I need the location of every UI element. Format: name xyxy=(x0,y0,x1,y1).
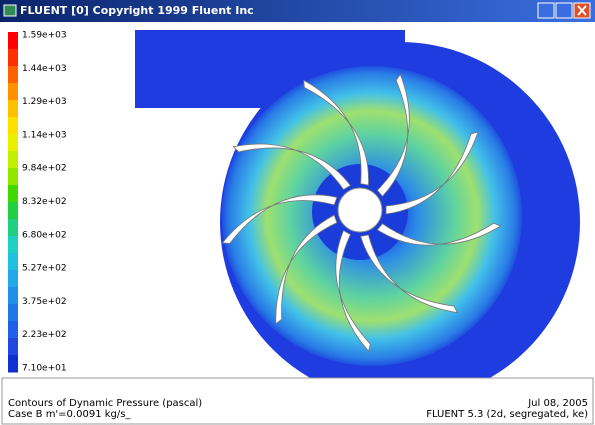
legend-label: 1.59e+03 xyxy=(22,31,67,41)
window-title: FLUENT [0] Copyright 1999 Fluent Inc xyxy=(20,4,254,17)
legend-label: 1.29e+03 xyxy=(22,97,67,107)
color-swatch xyxy=(8,253,18,271)
legend-label: 5.27e+02 xyxy=(22,264,67,274)
color-swatch xyxy=(8,219,18,237)
color-swatch xyxy=(8,185,18,203)
footer-right-line: Jul 08, 2005 xyxy=(527,398,588,409)
legend-label: 9.84e+02 xyxy=(22,164,67,174)
minimize-button[interactable] xyxy=(538,3,554,18)
app-icon xyxy=(4,5,16,16)
color-swatch xyxy=(8,355,18,373)
legend-label: 8.32e+02 xyxy=(22,197,67,207)
legend-label: 7.10e+01 xyxy=(22,364,67,374)
color-swatch xyxy=(8,83,18,101)
legend-label: 6.80e+02 xyxy=(22,230,67,240)
window-canvas: FLUENT [0] Copyright 1999 Fluent Inc 1.5… xyxy=(0,0,595,425)
color-swatch xyxy=(8,32,18,50)
color-swatch xyxy=(8,236,18,254)
legend-label: 3.75e+02 xyxy=(22,297,67,307)
maximize-button[interactable] xyxy=(556,3,572,18)
color-swatch xyxy=(8,49,18,67)
color-swatch xyxy=(8,134,18,152)
legend-label: 1.44e+03 xyxy=(22,64,67,74)
color-bar xyxy=(8,32,18,373)
contour-plot xyxy=(135,30,580,402)
color-swatch xyxy=(8,168,18,186)
fluent-window: FLUENT [0] Copyright 1999 Fluent Inc 1.5… xyxy=(0,0,595,425)
color-swatch xyxy=(8,117,18,135)
legend-labels: 1.59e+03 1.44e+03 1.29e+03 1.14e+03 9.84e+02… xyxy=(22,31,67,374)
color-swatch xyxy=(8,304,18,322)
color-swatch xyxy=(8,151,18,169)
color-swatch xyxy=(8,100,18,118)
color-swatch xyxy=(8,202,18,220)
legend-label: 1.14e+03 xyxy=(22,130,67,140)
color-swatch xyxy=(8,321,18,339)
footer-left-line: Case B m'=0.0091 kg/s_ xyxy=(8,409,131,420)
color-swatch xyxy=(8,338,18,356)
color-swatch xyxy=(8,66,18,84)
legend-label: 2.23e+02 xyxy=(22,330,67,340)
color-swatch xyxy=(8,270,18,288)
footer-left-line: Contours of Dynamic Pressure (pascal) xyxy=(8,398,202,409)
color-swatch xyxy=(8,287,18,305)
footer-right-line: FLUENT 5.3 (2d, segregated, ke) xyxy=(426,409,588,420)
